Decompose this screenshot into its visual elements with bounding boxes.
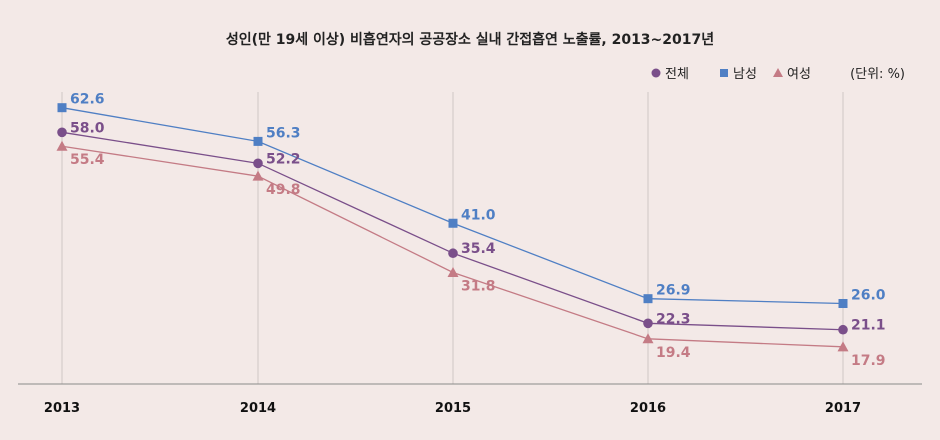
- marker-여성-2013: [56, 140, 68, 151]
- data-label-여성-2016: 19.4: [656, 345, 691, 361]
- marker-전체-2017: [838, 324, 848, 335]
- marker-여성-2017: [837, 341, 849, 352]
- data-label-여성-2013: 55.4: [70, 152, 105, 168]
- legend: 전체 남성 여성: [651, 67, 811, 82]
- marker-남성-2013: [57, 103, 67, 113]
- unit-label: (단위: %): [850, 67, 905, 82]
- data-labels: 58.0 52.2 35.4 22.3 21.1 62.6 56.3 41.0 26.9 26.0…: [70, 92, 886, 369]
- data-label-전체-2013: 58.0: [70, 120, 105, 136]
- data-label-전체-2015: 35.4: [461, 241, 496, 257]
- marker-여성-2016: [642, 333, 654, 344]
- marker-전체-2013: [57, 127, 67, 138]
- legend-label-여성: 여성: [787, 67, 811, 82]
- marker-전체-2014: [253, 158, 263, 169]
- data-label-남성-2013: 62.6: [70, 92, 105, 108]
- marker-전체-2016: [643, 318, 653, 329]
- marker-전체-2015: [448, 248, 458, 259]
- chart-title: 성인(만 19세 이상) 비흡연자의 공공장소 실내 간접흡연 노출률, 201…: [226, 31, 714, 48]
- x-ticks: 2013 2014 2015 2016 2017: [44, 401, 861, 416]
- legend-marker-전체: [651, 68, 661, 78]
- data-label-여성-2014: 49.8: [266, 182, 301, 198]
- marker-남성-2017: [838, 299, 848, 308]
- x-tick-label-2016: 2016: [630, 401, 666, 416]
- data-label-남성-2017: 26.0: [851, 288, 886, 304]
- marker-남성-2016: [643, 294, 653, 304]
- legend-marker-남성: [720, 69, 728, 77]
- marker-남성-2014: [253, 136, 263, 146]
- x-tick-label-2015: 2015: [435, 401, 471, 416]
- marker-여성-2014: [252, 170, 264, 181]
- x-tick-label-2013: 2013: [44, 401, 80, 416]
- data-label-남성-2016: 26.9: [656, 283, 691, 299]
- legend-marker-여성: [773, 68, 783, 77]
- data-label-전체-2014: 52.2: [266, 151, 301, 167]
- data-label-남성-2015: 41.0: [461, 207, 496, 223]
- legend-label-남성: 남성: [733, 67, 757, 82]
- data-label-여성-2017: 17.9: [851, 353, 886, 369]
- grid-layer: [61, 92, 844, 384]
- x-tick-label-2014: 2014: [240, 401, 276, 416]
- data-label-전체-2016: 22.3: [656, 311, 691, 327]
- marker-여성-2015: [447, 266, 459, 277]
- series-layer: [56, 103, 849, 352]
- marker-남성-2015: [448, 218, 458, 228]
- legend-label-전체: 전체: [665, 67, 689, 82]
- x-tick-label-2017: 2017: [825, 401, 861, 416]
- data-label-여성-2015: 31.8: [461, 278, 496, 294]
- data-label-남성-2014: 56.3: [266, 125, 301, 141]
- data-label-전체-2017: 21.1: [851, 318, 886, 334]
